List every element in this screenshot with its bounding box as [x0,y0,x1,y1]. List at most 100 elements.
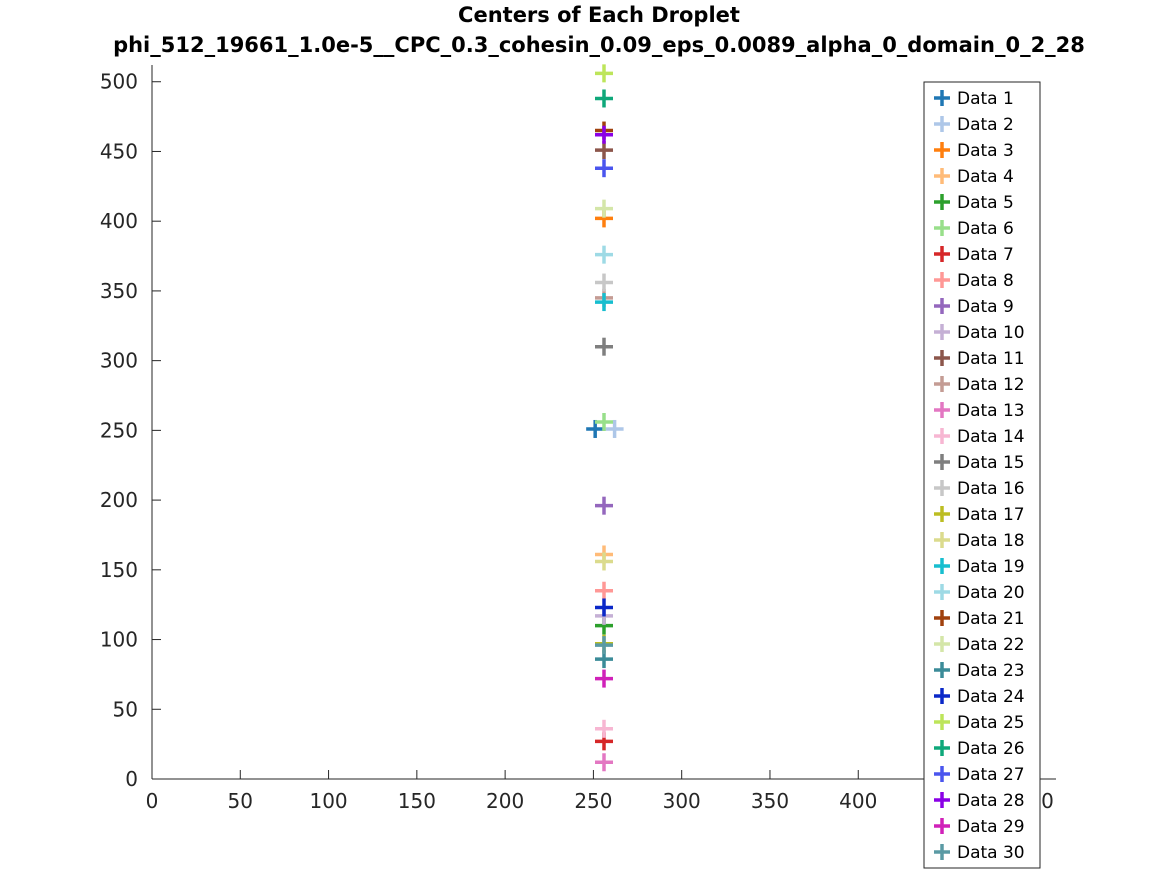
legend-label: Data 7 [957,245,1014,265]
legend-entry: Data 7 [934,245,1014,265]
data-point-18 [595,552,613,571]
x-tick-label: 100 [309,789,347,813]
data-point-20 [595,245,613,264]
legend-label: Data 20 [957,583,1025,603]
legend-entry: Data 17 [934,505,1025,525]
legend-label: Data 26 [957,739,1025,759]
data-point-6 [595,413,613,431]
legend-entry: Data 2 [934,115,1014,135]
legend-entry: Data 15 [934,453,1025,473]
chart-subtitle: phi_512_19661_1.0e-5__CPC_0.3_cohesin_0.… [113,33,1085,57]
x-tick-label: 300 [663,789,701,813]
legend-label: Data 23 [957,661,1025,681]
y-tick-label: 0 [125,767,138,791]
y-tick-label: 450 [100,139,138,163]
legend-entry: Data 12 [934,375,1025,395]
legend-label: Data 9 [957,297,1014,317]
legend-label: Data 27 [957,765,1025,785]
legend-entry: Data 8 [934,271,1014,291]
x-tick-label: 50 [228,789,253,813]
legend-label: Data 25 [957,713,1025,733]
legend-label: Data 29 [957,817,1025,837]
data-point-9 [595,496,613,515]
axes [151,65,1056,780]
legend-entry: Data 3 [934,141,1014,161]
legend-entry: Data 30 [934,843,1025,863]
data-point-22 [595,199,613,218]
y-tick-label: 100 [100,628,138,652]
data-point-14 [595,719,613,738]
data-point-24 [595,598,613,617]
legend-label: Data 4 [957,167,1014,187]
data-point-25 [595,64,613,83]
y-tick-label: 500 [100,70,138,94]
legend-label: Data 18 [957,531,1025,551]
legend: Data 1 Data 2 Data 3 Data 4 Data 5 Data 6 Data… [923,81,1041,869]
data-point-11 [595,141,613,160]
legend-entry: Data 25 [934,713,1025,733]
legend-box [923,81,1041,869]
y-tick-label: 350 [100,279,138,303]
legend-entry: Data 19 [934,557,1025,577]
legend-entry: Data 22 [934,635,1025,655]
legend-entry: Data 28 [934,791,1025,811]
legend-label: Data 24 [957,687,1025,707]
legend-entry: Data 9 [934,297,1014,317]
x-tick-label: 150 [398,789,436,813]
legend-label: Data 8 [957,271,1014,291]
legend-label: Data 16 [957,479,1025,499]
legend-entry: Data 20 [934,583,1025,603]
legend-entry: Data 26 [934,739,1025,759]
legend-label: Data 21 [957,609,1025,629]
legend-entry: Data 18 [934,531,1025,551]
chart-title: Centers of Each Droplet [458,3,740,27]
legend-label: Data 14 [957,427,1025,447]
legend-entry: Data 1 [934,89,1014,109]
data-point-30 [595,636,613,655]
legend-label: Data 19 [957,557,1025,577]
data-point-13 [595,753,613,772]
legend-label: Data 6 [957,219,1014,239]
legend-label: Data 1 [957,89,1014,109]
y-tick-label: 150 [100,558,138,582]
legend-entry: Data 24 [934,687,1025,707]
legend-entry: Data 11 [934,349,1025,369]
legend-label: Data 12 [957,375,1025,395]
data-point-27 [595,159,613,178]
legend-label: Data 22 [957,635,1025,655]
data-point-15 [595,337,613,356]
data-points [586,64,624,772]
legend-label: Data 15 [957,453,1025,473]
legend-label: Data 10 [957,323,1025,343]
data-point-26 [595,89,613,108]
legend-entry: Data 29 [934,817,1025,837]
legend-entry: Data 16 [934,479,1025,499]
legend-label: Data 11 [957,349,1025,369]
legend-entry: Data 23 [934,661,1025,681]
data-point-2 [605,419,624,438]
legend-label: Data 2 [957,115,1014,135]
data-point-19 [595,293,613,312]
x-tick-label: 400 [839,789,877,813]
legend-entry: Data 27 [934,765,1025,785]
legend-entry: Data 10 [934,323,1025,343]
x-tick-label: 0 [146,789,159,813]
legend-entry: Data 6 [934,219,1014,239]
legend-label: Data 30 [957,843,1025,863]
y-tick-label: 200 [100,488,138,512]
legend-label: Data 17 [957,505,1025,525]
y-axis-ticks: 0 50 100 150 200 250 300 350 400 450 500 [100,70,161,791]
y-tick-label: 300 [100,349,138,373]
legend-entry: Data 5 [934,193,1014,213]
legend-label: Data 28 [957,791,1025,811]
legend-entry: Data 21 [934,609,1025,629]
x-tick-label: 250 [574,789,612,813]
legend-label: Data 5 [957,193,1014,213]
data-point-16 [595,273,613,292]
legend-label: Data 13 [957,401,1025,421]
x-tick-label: 350 [751,789,789,813]
legend-entry: Data 14 [934,427,1025,447]
legend-entry: Data 4 [934,167,1014,187]
